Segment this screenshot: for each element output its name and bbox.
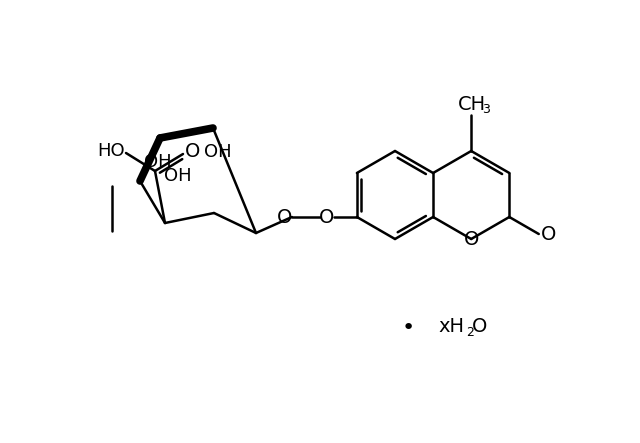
Text: CH: CH xyxy=(458,94,486,113)
Text: O: O xyxy=(186,141,201,160)
Text: 3: 3 xyxy=(483,102,490,116)
Text: xH: xH xyxy=(438,318,464,337)
Text: OH: OH xyxy=(164,167,192,185)
Text: HO: HO xyxy=(97,142,125,160)
Text: OH: OH xyxy=(204,143,232,161)
Text: •: • xyxy=(401,318,415,338)
Text: O: O xyxy=(319,207,335,226)
Text: O: O xyxy=(472,318,488,337)
Text: OH: OH xyxy=(144,153,172,171)
Text: O: O xyxy=(463,229,479,249)
Text: 2: 2 xyxy=(466,326,474,338)
Text: O: O xyxy=(541,225,556,245)
Text: O: O xyxy=(277,207,292,226)
